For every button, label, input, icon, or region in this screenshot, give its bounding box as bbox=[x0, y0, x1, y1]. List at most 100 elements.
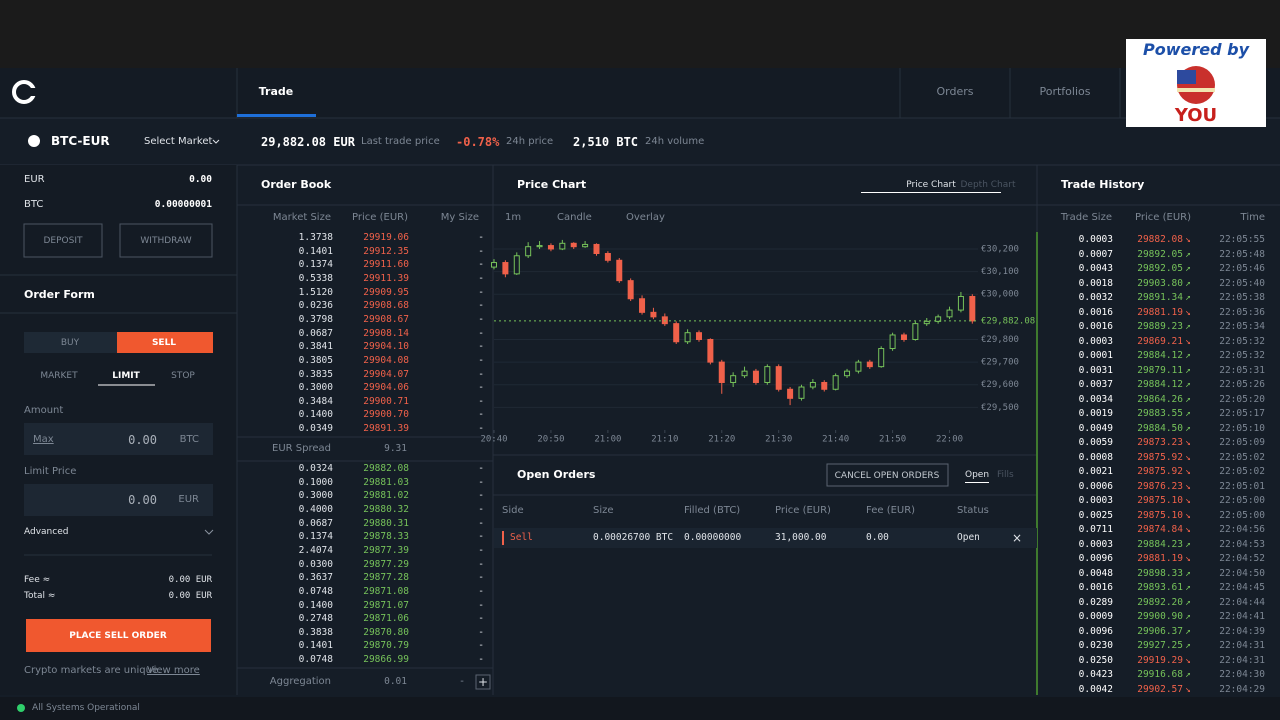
max-link[interactable]: Max bbox=[33, 434, 54, 445]
last-price-label: Last trade price bbox=[361, 136, 440, 147]
orders-tab[interactable]: Open bbox=[965, 467, 990, 483]
withdraw-button[interactable]: WITHDRAW bbox=[140, 236, 192, 246]
sell-tab[interactable] bbox=[117, 332, 213, 353]
trade-size: 0.0289 bbox=[1078, 596, 1113, 608]
column-header: Trade Size bbox=[1060, 212, 1112, 223]
nav-tab[interactable]: Trade bbox=[258, 85, 294, 98]
candle-body bbox=[946, 309, 953, 318]
book-price: 29908.68 bbox=[363, 300, 409, 312]
balance-currency: EUR bbox=[24, 174, 45, 185]
candle-body bbox=[752, 370, 759, 383]
book-price: 29880.31 bbox=[363, 517, 409, 529]
column-header: Price (EUR) bbox=[352, 212, 408, 223]
candle-body bbox=[513, 255, 520, 275]
amount-input[interactable] bbox=[24, 423, 213, 455]
aggregation-plus[interactable]: + bbox=[477, 675, 489, 689]
spread-label: EUR Spread bbox=[272, 443, 331, 454]
trade-time: 22:05:36 bbox=[1219, 306, 1265, 318]
book-size: 0.0687 bbox=[298, 517, 333, 529]
nav-tab[interactable]: Orders bbox=[936, 85, 974, 98]
trade-time: 22:05:00 bbox=[1219, 495, 1265, 506]
column-header: Price (EUR) bbox=[1135, 212, 1191, 223]
balance-amount: 0.00000001 bbox=[154, 199, 212, 210]
trade-time: 22:04:30 bbox=[1219, 669, 1265, 680]
candle-body bbox=[604, 252, 611, 261]
book-my-size: - bbox=[478, 313, 484, 325]
chart-control[interactable]: Overlay bbox=[626, 212, 665, 223]
candle-body bbox=[491, 262, 497, 268]
aggregation-plus-box[interactable] bbox=[475, 674, 491, 690]
note: Crypto markets are unique. bbox=[24, 665, 162, 676]
candle-body bbox=[718, 361, 725, 383]
submit-button[interactable]: PLACE SELL ORDER bbox=[69, 631, 167, 641]
buy-tab[interactable] bbox=[24, 332, 118, 353]
type-tab[interactable]: MARKET bbox=[40, 371, 78, 381]
candle-body bbox=[536, 245, 543, 248]
note-link[interactable]: View more bbox=[147, 665, 200, 676]
trade-price: 29875.92 bbox=[1137, 466, 1183, 477]
trade-price: 29881.19 bbox=[1137, 306, 1183, 318]
type-tab[interactable]: STOP bbox=[171, 371, 195, 381]
cancel-all-button[interactable]: CANCEL OPEN ORDERS bbox=[834, 471, 940, 481]
book-price: 29877.29 bbox=[363, 558, 409, 570]
x-tick-label: 21:00 bbox=[594, 435, 621, 445]
book-price: 29904.10 bbox=[363, 341, 409, 353]
x-tick-label: 20:50 bbox=[537, 435, 564, 445]
aggregation-label: Aggregation bbox=[269, 676, 331, 687]
trade-size: 0.0042 bbox=[1078, 683, 1113, 695]
book-size: 0.3484 bbox=[298, 395, 333, 407]
chart-control[interactable]: 1m bbox=[505, 212, 522, 223]
field-label: Limit Price bbox=[24, 466, 77, 477]
withdraw-button[interactable] bbox=[119, 223, 213, 258]
candle-body bbox=[912, 323, 919, 340]
type-tab[interactable]: LIMIT bbox=[112, 371, 140, 381]
trade-price: 29879.11 bbox=[1137, 364, 1183, 376]
book-size: 0.1374 bbox=[298, 531, 333, 543]
trade-arrow: ↘ bbox=[1185, 335, 1191, 347]
balance-amount: 0.00 bbox=[189, 174, 212, 185]
chart-control[interactable]: Candle bbox=[557, 212, 592, 223]
trade-arrow: ↗ bbox=[1185, 625, 1191, 637]
trade-price: 29884.50 bbox=[1137, 422, 1183, 434]
trade-price: 29898.33 bbox=[1137, 567, 1183, 579]
book-my-size: - bbox=[478, 259, 484, 271]
trade-price: 29869.21 bbox=[1137, 335, 1183, 347]
limit-unit: EUR bbox=[178, 494, 199, 505]
side-tab[interactable]: SELL bbox=[151, 338, 177, 348]
trade-size: 0.0025 bbox=[1078, 509, 1113, 521]
column-header: Time bbox=[1240, 212, 1265, 223]
nav-tab[interactable]: Portfolios bbox=[1039, 85, 1091, 98]
banner-top: Powered by bbox=[1143, 40, 1249, 59]
candle-body bbox=[593, 243, 600, 254]
trade-arrow: ↘ bbox=[1185, 654, 1191, 666]
panel-title: Open Orders bbox=[517, 468, 596, 481]
deposit-button[interactable] bbox=[23, 223, 103, 258]
chevron bbox=[204, 529, 214, 535]
book-my-size: - bbox=[478, 341, 484, 353]
trade-arrow: ↗ bbox=[1185, 393, 1191, 405]
market-select[interactable]: Select Market bbox=[144, 136, 213, 147]
chart-tab[interactable]: Depth Chart bbox=[960, 180, 1016, 190]
book-size: 0.0687 bbox=[298, 327, 333, 339]
trade-time: 22:05:02 bbox=[1219, 466, 1265, 477]
trade-arrow: ↗ bbox=[1185, 321, 1191, 332]
book-size: 0.0236 bbox=[298, 300, 333, 312]
cancel-order[interactable]: × bbox=[1011, 531, 1023, 545]
submit-button[interactable] bbox=[26, 619, 211, 652]
advanced-toggle[interactable]: Advanced bbox=[24, 527, 69, 537]
side-tab[interactable]: BUY bbox=[60, 338, 80, 348]
cancel-all-button[interactable] bbox=[826, 463, 949, 487]
trade-size: 0.0037 bbox=[1078, 379, 1113, 390]
trade-price: 29906.37 bbox=[1137, 625, 1183, 637]
chart-tab[interactable]: Price Chart bbox=[861, 177, 1001, 193]
orders-tab[interactable]: Fills bbox=[997, 470, 1014, 480]
status-dot bbox=[17, 704, 25, 712]
book-my-size: - bbox=[478, 272, 484, 284]
deposit-button[interactable]: DEPOSIT bbox=[43, 236, 83, 246]
book-my-size: - bbox=[478, 354, 484, 366]
candle-body bbox=[627, 280, 634, 300]
aggregation-minus[interactable]: - bbox=[460, 676, 464, 687]
book-price: 29866.99 bbox=[363, 654, 409, 666]
limit-input[interactable] bbox=[24, 484, 213, 516]
order-cell: 0.00000000 bbox=[684, 532, 742, 543]
